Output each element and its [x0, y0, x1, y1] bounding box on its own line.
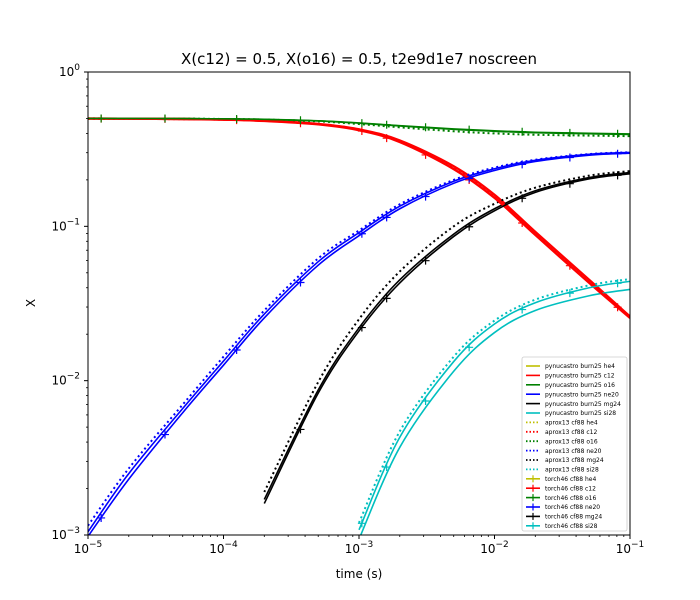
x-tick-label: 10−2	[480, 540, 509, 556]
series-line-torch-si28	[358, 280, 630, 531]
legend-label: aprox13 cf88 c12	[545, 429, 597, 436]
data-point-marker	[421, 397, 430, 406]
data-point-marker	[296, 278, 305, 287]
x-axis-label: time (s)	[336, 567, 383, 581]
data-point-marker	[613, 303, 622, 312]
legend-label: torch46 cf88 c12	[545, 485, 596, 492]
legend-label: aprox13 cf88 he4	[545, 420, 598, 427]
data-point-marker	[160, 430, 169, 439]
y-tick-label: 100	[59, 63, 80, 79]
data-point-marker	[421, 192, 430, 201]
data-point-marker	[518, 194, 527, 203]
legend-label: torch46 cf88 si28	[545, 523, 598, 530]
data-point-marker	[565, 153, 574, 162]
series-line-pyna-si28	[359, 288, 630, 535]
data-point-marker	[518, 127, 527, 136]
series-layer	[88, 114, 630, 535]
legend-label: torch46 cf88 ne20	[545, 504, 600, 511]
legend-label: pynucastro burn25 o16	[545, 382, 615, 389]
data-point-marker	[465, 174, 474, 183]
data-point-marker	[232, 114, 241, 123]
x-tick-label: 10−3	[345, 540, 374, 556]
legend-label: pynucastro burn25 he4	[545, 363, 615, 370]
data-point-marker	[465, 222, 474, 231]
data-point-marker	[465, 343, 474, 352]
data-point-marker	[565, 289, 574, 298]
data-point-marker	[296, 116, 305, 125]
legend-label: torch46 cf88 mg24	[545, 514, 602, 521]
legend-box	[521, 356, 628, 532]
legend-label: pynucastro burn25 si28	[545, 410, 616, 417]
legend-label: aprox13 cf88 si28	[545, 467, 599, 474]
data-point-marker	[97, 513, 106, 522]
y-tick-label: 10−2	[51, 372, 80, 388]
legend-label: torch46 cf88 he4	[545, 476, 596, 483]
legend-label: pynucastro burn25 ne20	[545, 391, 619, 398]
data-point-marker	[421, 256, 430, 265]
axis-layer: 10−5 10−4 10−3 10−2 10−1 10−3 10−2 10−1 100	[51, 63, 644, 556]
legend-label: torch46 cf88 o16	[545, 495, 596, 502]
legend-label: aprox13 cf88 ne20	[545, 448, 602, 455]
series-line-pyna-mg24	[263, 171, 630, 500]
data-point-marker	[421, 123, 430, 132]
data-point-marker	[518, 160, 527, 169]
data-point-marker	[357, 119, 366, 128]
data-point-marker	[613, 279, 622, 288]
data-point-marker	[565, 261, 574, 270]
data-point-marker	[357, 519, 366, 528]
series-line-pyna-ne20	[88, 151, 630, 533]
series-line-aprox-o16	[88, 117, 630, 138]
data-point-marker	[613, 149, 622, 158]
legend-label: aprox13 cf88 mg24	[545, 457, 604, 464]
data-point-marker	[565, 128, 574, 137]
x-tick-label: 10−1	[616, 540, 645, 556]
data-point-marker	[565, 179, 574, 188]
y-tick-label: 10−1	[51, 217, 80, 233]
data-point-marker	[232, 345, 241, 354]
data-point-marker	[613, 171, 622, 180]
legend-label: aprox13 cf88 o16	[545, 438, 598, 445]
data-point-marker	[613, 129, 622, 138]
data-point-marker	[296, 425, 305, 434]
data-point-marker	[382, 463, 391, 472]
y-axis-label: X	[24, 299, 38, 307]
data-point-marker	[357, 229, 366, 238]
y-tick-label: 10−3	[51, 526, 80, 542]
series-line-aprox-mg24	[263, 170, 630, 493]
data-point-marker	[357, 323, 366, 332]
legend-label: pynucastro burn25 c12	[545, 373, 615, 380]
data-point-marker	[382, 213, 391, 222]
series-line-torch-ne20	[88, 152, 630, 535]
data-point-marker	[97, 114, 106, 123]
x-tick-label: 10−4	[209, 540, 238, 556]
x-tick-label: 10−5	[74, 540, 103, 556]
data-point-marker	[518, 218, 527, 227]
data-point-marker	[382, 294, 391, 303]
data-point-marker	[357, 126, 366, 135]
data-point-marker	[382, 134, 391, 143]
legend-label: pynucastro burn25 mg24	[545, 401, 621, 408]
data-point-marker	[160, 114, 169, 123]
legend: pynucastro burn25 he4 pynucastro burn25 c…	[521, 356, 628, 532]
data-point-marker	[465, 125, 474, 134]
data-point-marker	[421, 150, 430, 159]
chart-title: X(c12) = 0.5, X(o16) = 0.5, t2e9d1e7 nos…	[181, 50, 537, 68]
data-point-marker	[382, 120, 391, 129]
data-point-marker	[518, 305, 527, 314]
